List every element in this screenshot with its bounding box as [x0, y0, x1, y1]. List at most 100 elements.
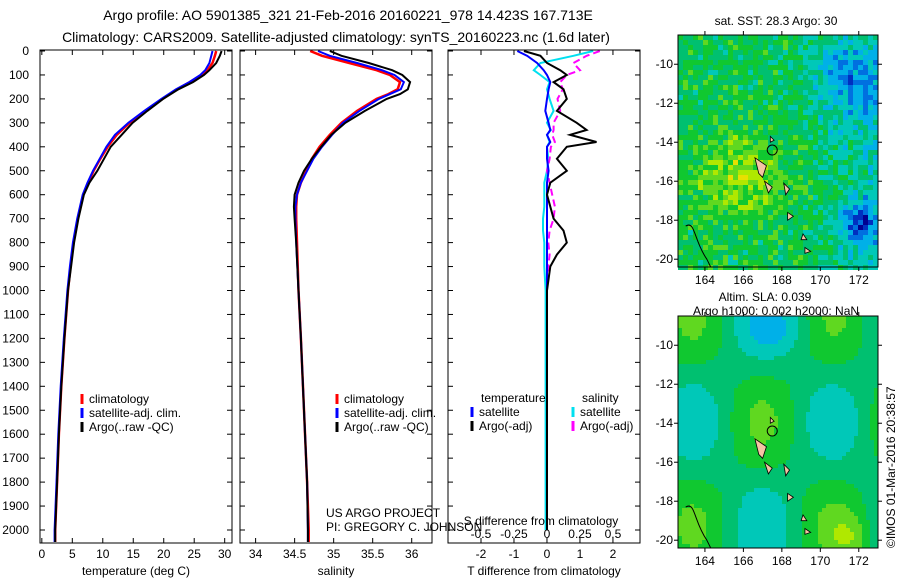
- map-cell: [758, 185, 763, 190]
- map-cell: [826, 464, 830, 468]
- map-cell: [698, 452, 702, 456]
- map-cell: [786, 324, 790, 328]
- map-cell: [734, 512, 738, 516]
- map-cell: [746, 340, 750, 344]
- map-cell: [746, 488, 750, 492]
- map-cell: [826, 432, 830, 436]
- map-cell: [682, 432, 686, 436]
- map-cell: [748, 230, 753, 235]
- map-cell: [790, 316, 794, 320]
- map-cell: [823, 50, 828, 55]
- map-cell: [730, 356, 734, 360]
- map-cell: [728, 255, 733, 260]
- map-cell: [778, 500, 782, 504]
- map-cell: [814, 336, 818, 340]
- map-cell: [874, 492, 878, 496]
- map-cell: [838, 40, 843, 45]
- map-cell: [828, 135, 833, 140]
- map-cell: [690, 440, 694, 444]
- map-cell: [798, 130, 803, 135]
- map-cell: [773, 140, 778, 145]
- map-y-tick-label: -16: [656, 174, 674, 188]
- map-cell: [750, 324, 754, 328]
- map-cell: [678, 225, 683, 230]
- map-cell: [773, 115, 778, 120]
- map-cell: [850, 384, 854, 388]
- map-cell: [773, 130, 778, 135]
- map-cell: [778, 432, 782, 436]
- map-cell: [806, 508, 810, 512]
- map-cell: [868, 135, 873, 140]
- map-cell: [753, 260, 758, 265]
- map-cell: [782, 360, 786, 364]
- map-cell: [853, 205, 858, 210]
- map-cell: [750, 416, 754, 420]
- map-cell: [862, 536, 866, 540]
- map-cell: [818, 240, 823, 245]
- map-cell: [723, 40, 728, 45]
- map-cell: [850, 420, 854, 424]
- map-cell: [874, 344, 878, 348]
- map-cell: [778, 260, 783, 265]
- map-cell: [694, 444, 698, 448]
- map-cell: [813, 210, 818, 215]
- map-cell: [733, 160, 738, 165]
- map-cell: [873, 145, 878, 150]
- map-cell: [833, 220, 838, 225]
- map-cell: [828, 210, 833, 215]
- map-cell: [746, 404, 750, 408]
- map-cell: [788, 35, 793, 40]
- map-cell: [818, 496, 822, 500]
- map-cell: [853, 35, 858, 40]
- map-cell: [730, 388, 734, 392]
- map-cell: [866, 472, 870, 476]
- map-cell: [823, 145, 828, 150]
- map-cell: [750, 460, 754, 464]
- map-cell: [686, 432, 690, 436]
- map-cell: [854, 380, 858, 384]
- map-cell: [763, 245, 768, 250]
- map-cell: [826, 492, 830, 496]
- map-cell: [803, 45, 808, 50]
- map-cell: [768, 45, 773, 50]
- map-cell: [733, 215, 738, 220]
- map-cell: [850, 520, 854, 524]
- map-cell: [803, 175, 808, 180]
- map-cell: [803, 210, 808, 215]
- map-cell: [798, 85, 803, 90]
- map-cell: [814, 364, 818, 368]
- map-cell: [743, 80, 748, 85]
- map-cell: [818, 372, 822, 376]
- map-cell: [823, 60, 828, 65]
- map-cell: [738, 444, 742, 448]
- map-cell: [863, 140, 868, 145]
- map-cell: [808, 215, 813, 220]
- map-cell: [810, 328, 814, 332]
- map-cell: [806, 412, 810, 416]
- map-cell: [868, 190, 873, 195]
- map-cell: [842, 432, 846, 436]
- map-cell: [748, 90, 753, 95]
- map-cell: [790, 356, 794, 360]
- map-cell: [798, 55, 803, 60]
- map-cell: [810, 436, 814, 440]
- map-cell: [802, 504, 806, 508]
- map-cell: [848, 165, 853, 170]
- map-cell: [853, 170, 858, 175]
- map-cell: [870, 460, 874, 464]
- map-cell: [694, 440, 698, 444]
- map-cell: [774, 508, 778, 512]
- map-cell: [713, 140, 718, 145]
- map-cell: [722, 416, 726, 420]
- map-cell: [802, 376, 806, 380]
- map-cell: [823, 240, 828, 245]
- map-cell: [758, 320, 762, 324]
- map-cell: [866, 512, 870, 516]
- map-cell: [678, 460, 682, 464]
- map-cell: [723, 140, 728, 145]
- map-cell: [854, 424, 858, 428]
- map-cell: [738, 396, 742, 400]
- map-frame: [677, 34, 879, 268]
- map-cell: [874, 444, 878, 448]
- map-cell: [708, 105, 713, 110]
